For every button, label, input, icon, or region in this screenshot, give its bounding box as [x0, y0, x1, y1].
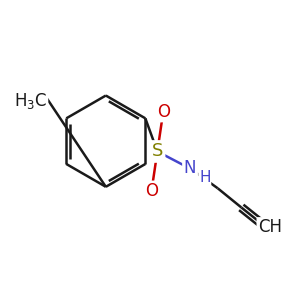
Text: CH: CH [258, 218, 282, 236]
Text: O: O [145, 182, 158, 200]
Text: N: N [184, 159, 196, 177]
Text: H: H [199, 170, 211, 185]
Text: $\mathregular{H_3C}$: $\mathregular{H_3C}$ [14, 92, 47, 111]
Text: S: S [152, 142, 163, 160]
Text: O: O [157, 103, 170, 121]
Text: H: H [34, 92, 47, 110]
